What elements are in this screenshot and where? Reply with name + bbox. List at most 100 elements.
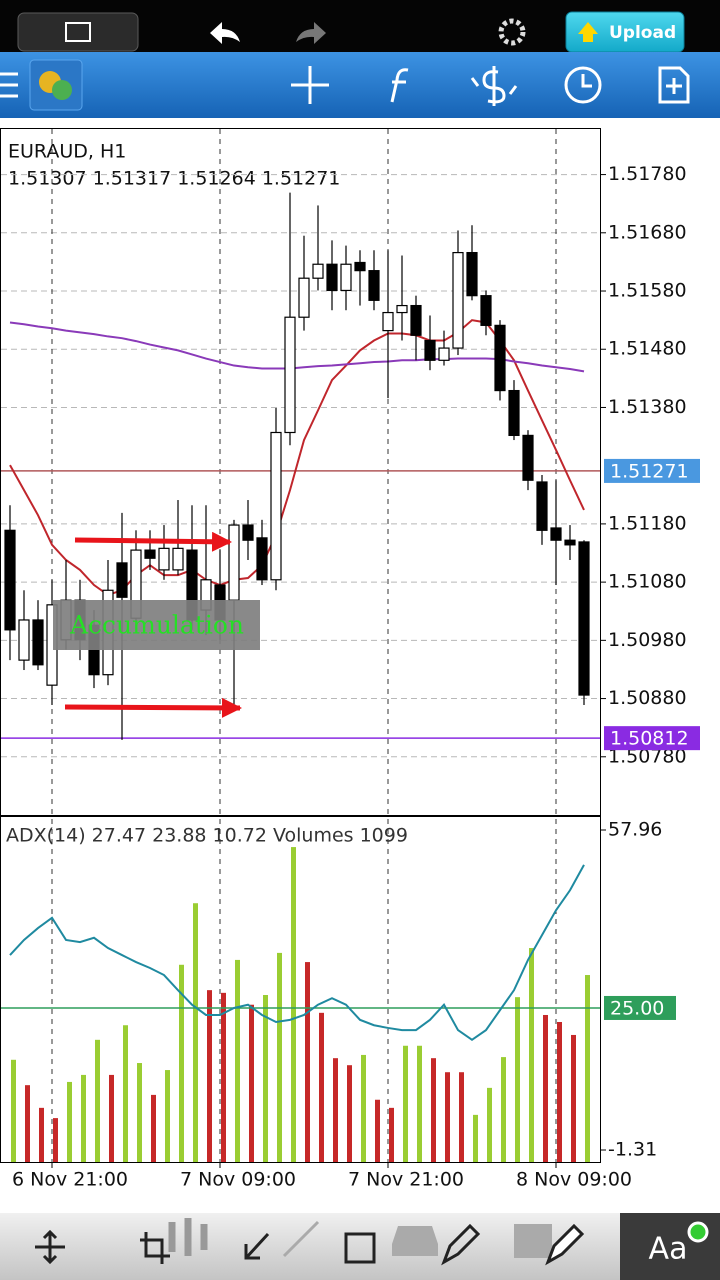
status-dot <box>687 1221 709 1243</box>
toolbar <box>0 52 720 118</box>
y-tick-label: 1.51480 <box>608 338 687 360</box>
price-badge-label: 1.50812 <box>610 728 689 750</box>
volume-bar <box>53 1118 58 1162</box>
indicator-icon[interactable] <box>390 68 409 103</box>
candle-body <box>564 539 576 546</box>
chart-title: EURAUD, H1 <box>8 141 126 163</box>
volume-bar <box>529 948 534 1162</box>
line-tool[interactable] <box>282 1220 320 1258</box>
pen-tool[interactable] <box>545 1223 585 1266</box>
trade-icon[interactable] <box>470 66 518 106</box>
candle-body <box>228 524 240 601</box>
y-tick-label: 1.50780 <box>608 745 687 767</box>
x-tick-label: 7 Nov 21:00 <box>348 1169 464 1191</box>
font-button[interactable]: Aa <box>649 1232 688 1267</box>
candle-body <box>172 547 184 571</box>
series-line <box>9 321 585 373</box>
y-tick-label: 1.51380 <box>608 396 687 418</box>
candle-body <box>354 261 366 272</box>
series-line <box>9 864 585 1042</box>
candle-body <box>4 529 16 631</box>
upload-icon <box>578 22 598 42</box>
candle-body <box>242 524 254 541</box>
volume-bar <box>291 847 296 1162</box>
pencil-tool[interactable] <box>441 1223 481 1266</box>
bottom-toolbar <box>0 1213 720 1280</box>
volume-bar <box>403 1045 408 1162</box>
y-tick-label: 57.96 <box>608 819 662 841</box>
candle-body <box>18 619 30 661</box>
volume-bar <box>277 952 282 1162</box>
crosshair-icon[interactable] <box>291 66 329 104</box>
volume-bar <box>473 1114 478 1162</box>
candle-body <box>116 562 128 598</box>
x-tick-label: 7 Nov 09:00 <box>180 1169 296 1191</box>
candle-body <box>480 295 492 326</box>
volume-bar <box>445 1072 450 1162</box>
arrow <box>64 697 242 718</box>
volume-bar <box>319 1012 324 1162</box>
candle-body <box>270 431 282 581</box>
redo-icon[interactable] <box>296 22 326 44</box>
volume-bar <box>263 995 268 1162</box>
volume-bar <box>375 1099 380 1162</box>
y-tick-label: 1.51080 <box>608 571 687 593</box>
y-tick-label: 1.51680 <box>608 221 687 243</box>
candle-body <box>256 537 268 581</box>
candle-body <box>396 304 408 314</box>
new-order-icon[interactable] <box>658 66 690 104</box>
candle-body <box>368 270 380 301</box>
volume-bar <box>109 1074 114 1162</box>
indicator-title: ADX(14) 27.47 23.88 10.72 Volumes 1099 <box>6 825 408 847</box>
move-icon[interactable] <box>35 1229 65 1265</box>
volume-bar <box>25 1085 30 1162</box>
candle-body <box>298 277 310 318</box>
candle-body <box>522 434 534 481</box>
y-tick-label: -1.31 <box>608 1139 657 1161</box>
candles-icon[interactable] <box>168 1218 208 1256</box>
gallery-icon <box>65 22 91 42</box>
candle-body <box>424 339 436 361</box>
x-tick-label: 8 Nov 09:00 <box>516 1169 632 1191</box>
gallery-button[interactable] <box>17 12 139 52</box>
menu-icon[interactable] <box>0 72 18 98</box>
volume-bar <box>543 1014 548 1162</box>
y-tick-label: 1.51180 <box>608 512 687 534</box>
indicator-panel <box>0 816 601 1163</box>
volume-bar <box>207 990 212 1162</box>
volume-bar <box>95 1039 100 1162</box>
x-tick-label: 6 Nov 21:00 <box>12 1169 128 1191</box>
volume-bar <box>151 1094 156 1162</box>
y-tick-label: 1.51780 <box>608 163 687 185</box>
volume-bar <box>221 992 226 1162</box>
candle-body <box>494 324 506 392</box>
clock-icon[interactable] <box>564 66 602 104</box>
y-tick-label: 1.51580 <box>608 280 687 302</box>
volume-bar <box>347 1065 352 1162</box>
arrow-tool[interactable] <box>244 1232 270 1260</box>
candle-body <box>578 541 590 696</box>
volume-bar <box>249 1004 254 1162</box>
candle-body <box>326 263 338 292</box>
volume-bar <box>585 975 590 1162</box>
volume-bar <box>39 1107 44 1162</box>
volume-bar <box>305 962 310 1162</box>
inbox-icon[interactable] <box>392 1226 438 1256</box>
rect-tool[interactable] <box>344 1232 376 1264</box>
price-badge <box>604 458 700 483</box>
candle-body <box>32 619 44 666</box>
candle-body <box>438 347 450 361</box>
volume-bar <box>515 997 520 1162</box>
settings-icon[interactable] <box>498 18 526 46</box>
volume-bar <box>389 1107 394 1162</box>
candle-body <box>144 549 156 559</box>
doc-icon[interactable] <box>514 1224 552 1258</box>
clock-hands <box>581 74 592 88</box>
volume-bar <box>501 1057 506 1162</box>
volume-bar <box>67 1081 72 1162</box>
crop-icon[interactable] <box>140 1232 170 1264</box>
candle-body <box>452 251 464 349</box>
candle-body <box>340 263 352 292</box>
candle-body <box>382 311 394 332</box>
undo-icon[interactable] <box>210 22 240 44</box>
